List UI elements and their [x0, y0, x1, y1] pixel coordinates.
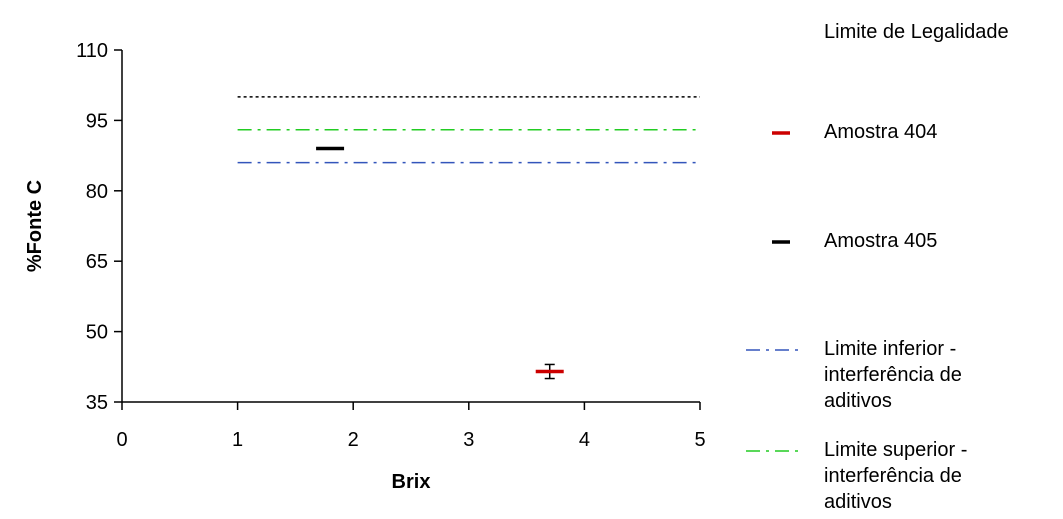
x-axis-title: Brix	[392, 471, 431, 493]
x-ticks: 0 1 2 3 4 5	[116, 402, 706, 451]
data-points	[316, 146, 564, 380]
legend-label: aditivos	[824, 491, 892, 513]
legend-entry: Amostra 405	[772, 230, 937, 252]
x-tick-label: 5	[694, 429, 705, 451]
x-tick-label: 1	[232, 429, 243, 451]
y-tick-label: 80	[86, 181, 108, 203]
x-tick-label: 3	[463, 429, 474, 451]
reference-lines	[237, 96, 700, 164]
axes	[121, 50, 700, 403]
legend-label: interferência de	[824, 465, 962, 487]
legend-label: Limite inferior -	[824, 338, 956, 360]
y-ticks: 35 50 65 80 95 110	[76, 40, 122, 414]
legend-label: Amostra 404	[824, 121, 937, 143]
y-tick-label: 95	[86, 110, 108, 132]
legend-entry: Limite inferior - interferência de aditivo…	[746, 338, 962, 412]
legend-entry: Amostra 404	[772, 121, 937, 143]
legend: Limite de Legalidade Amostra 404 Amostra 4…	[746, 21, 1009, 513]
legend-label: interferência de	[824, 364, 962, 386]
x-tick-label: 4	[579, 429, 590, 451]
y-tick-label: 50	[86, 322, 108, 344]
y-tick-label: 35	[86, 392, 108, 414]
x-tick-label: 0	[116, 429, 127, 451]
y-tick-label: 110	[76, 40, 108, 62]
legend-label: Limite superior -	[824, 439, 967, 461]
legend-label: aditivos	[824, 390, 892, 412]
legend-entry: Limite superior - interferência de aditivo…	[746, 439, 967, 513]
y-axis-title: %Fonte C	[24, 180, 46, 272]
x-tick-label: 2	[348, 429, 359, 451]
legend-label: Limite de Legalidade	[824, 21, 1009, 43]
legend-entry: Limite de Legalidade	[824, 21, 1009, 43]
y-tick-label: 65	[86, 251, 108, 273]
legend-label: Amostra 405	[824, 230, 937, 252]
